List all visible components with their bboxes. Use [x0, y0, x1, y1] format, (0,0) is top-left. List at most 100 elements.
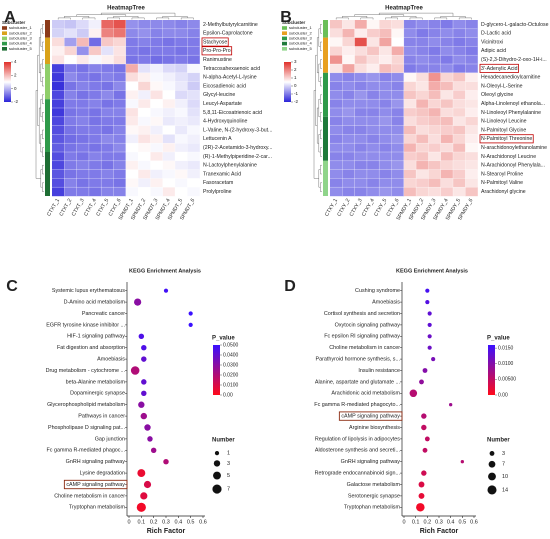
heatmap-cell [138, 28, 151, 38]
heatmap-cell [391, 64, 404, 73]
heatmap-cell [366, 64, 380, 73]
y-tick-label: Arachidonic acid metabolism [331, 391, 400, 397]
colorbar-label: 1 [294, 75, 297, 80]
heatmap-cell [113, 99, 126, 109]
heatmap-cell [88, 187, 102, 197]
heatmap-cell [125, 187, 139, 197]
heatmap-cell [64, 134, 77, 144]
dot [418, 481, 425, 488]
dot [425, 300, 430, 305]
dot [137, 469, 146, 478]
heatmap-cell [175, 28, 188, 38]
x-tick-label: 0.4 [175, 519, 183, 525]
y-tick-label: Serotonergic synapse [348, 493, 400, 499]
dot [130, 366, 140, 375]
heatmap-cell [162, 64, 176, 73]
highlight-box [63, 479, 128, 490]
x-tick-label: 0.6 [199, 519, 207, 525]
heatmap-cell [379, 37, 392, 47]
heatmap-cell [138, 64, 151, 73]
heatmap-cell [428, 72, 441, 82]
heatmap-cell [403, 37, 417, 47]
x-tick-label: 0.5 [187, 519, 195, 525]
heatmap-cell [138, 160, 151, 170]
heatmap-cell [64, 81, 77, 91]
dot [143, 480, 152, 489]
row-label: Adipic acid [481, 48, 506, 54]
heatmap-cell [88, 160, 102, 170]
heatmap-cell [354, 55, 368, 65]
heatmap-cell [187, 108, 200, 117]
panel-letter: C [6, 278, 18, 295]
heatmap-cell [138, 152, 151, 161]
heatmap-cell [342, 20, 355, 29]
heatmap-cell [52, 55, 65, 65]
heatmap-cell [150, 125, 163, 135]
legend-label: subcluster_3 [289, 35, 312, 40]
dot [138, 401, 145, 408]
size-legend-label: 7 [227, 487, 230, 493]
y-tick-label: Aldosterone synthesis and secreti... [315, 448, 400, 454]
heatmap-cell [64, 125, 77, 135]
heatmap-cell [52, 72, 65, 82]
heatmap-cell [76, 20, 90, 29]
heatmap-cell [64, 46, 77, 56]
heatmap-cell [403, 143, 417, 153]
heatmap-cell [440, 81, 454, 91]
panel-letter: D [284, 278, 296, 295]
y-tick-label: Gap junction [95, 436, 125, 442]
y-tick-label: Fc gamma R-mediated phagoc... [47, 448, 126, 454]
colorbar-label: 0.0150 [498, 345, 514, 351]
heatmap-cell [330, 55, 343, 65]
heatmap-cell [187, 125, 200, 135]
heatmap-cell [64, 55, 77, 65]
heatmap-cell [52, 134, 65, 144]
heatmap-cell [76, 116, 90, 126]
heatmap-cell [150, 90, 163, 100]
heatmap-cell [88, 116, 102, 126]
heatmap-cell [428, 116, 441, 126]
heatmap-cell [125, 20, 139, 29]
heatmap-cell [342, 160, 355, 170]
heatmap-cell [113, 81, 126, 91]
heatmap-cell [440, 187, 454, 197]
colorbar-label: 0.00500 [498, 377, 516, 383]
heatmap-cell [342, 187, 355, 197]
heatmap-cell [330, 152, 343, 161]
heatmap-cell [52, 160, 65, 170]
heatmap-cell [366, 152, 380, 161]
heatmap-cell [150, 64, 163, 73]
heatmap-cell [113, 55, 126, 65]
cluster-bar [323, 72, 328, 117]
heatmap-cell [379, 152, 392, 161]
heatmap-cell [453, 55, 466, 65]
heatmap-cell [391, 20, 404, 29]
heatmap-cell [175, 64, 188, 73]
heatmap-cell [342, 143, 355, 153]
legend-swatch [2, 31, 7, 35]
heatmap-cell [76, 72, 90, 82]
heatmap-cell [125, 90, 139, 100]
heatmap-cell [187, 178, 200, 188]
row-label: 2-Methylbutyrylcarnitine [203, 22, 258, 28]
heatmap-cell [150, 187, 163, 197]
heatmap-cell [453, 152, 466, 161]
heatmap-cell [342, 99, 355, 109]
y-tick-label: cAMP signaling pathway [341, 414, 400, 420]
heatmap-cell [52, 37, 65, 47]
heatmap-cell [113, 143, 126, 153]
heatmap-cell [440, 143, 454, 153]
heatmap-cell [88, 143, 102, 153]
row-label: N-Palmitoyl Threonine [481, 136, 532, 142]
colorbar-label: -2 [294, 99, 298, 104]
cluster-bar [45, 37, 50, 64]
dot [163, 458, 169, 465]
dot [427, 322, 432, 327]
row-label: N-arachidonoylethanolamine [481, 145, 547, 151]
heatmap-cell [101, 134, 114, 144]
heatmap-cell [428, 108, 441, 117]
x-tick-label: 0 [402, 519, 405, 525]
highlight-box [201, 46, 233, 56]
heatmap-cell [453, 178, 466, 188]
heatmap-cell [453, 116, 466, 126]
